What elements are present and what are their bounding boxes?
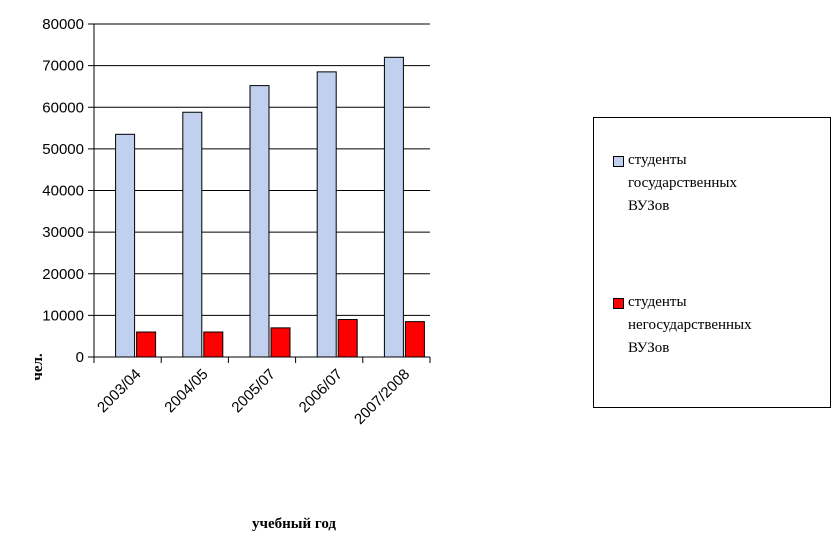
bar-series-1-2 xyxy=(182,111,203,358)
bar-series-2-5 xyxy=(404,321,425,358)
bar-series-2-4 xyxy=(337,319,358,358)
x-tick-label: 2007/2008 xyxy=(351,366,413,428)
y-tick-labels: 0 10000 20000 30000 40000 50000 60000 70000 8000… xyxy=(42,16,84,366)
legend-label-state-line-3: ВУЗов xyxy=(628,198,670,214)
legend-label-private-line-1: студенты xyxy=(628,294,687,310)
bar-series-2-2 xyxy=(203,331,224,358)
y-tick-label: 20000 xyxy=(42,266,84,283)
bar-series-2-3 xyxy=(270,327,291,358)
legend-label-state-line-1: студенты xyxy=(628,152,687,168)
x-tick-label: 2004/05 xyxy=(161,366,211,416)
legend-swatch-state xyxy=(613,156,624,167)
x-axis-title: учебный год xyxy=(252,516,336,532)
legend-swatch-private xyxy=(613,298,624,309)
bars xyxy=(115,56,425,358)
bar-series-1-5 xyxy=(383,56,404,358)
legend-label-private-line-2: негосударственных xyxy=(628,317,752,333)
x-tick-label: 2005/07 xyxy=(228,366,278,416)
y-tick-label: 60000 xyxy=(42,99,84,116)
legend-label-private: студенты негосударственных ВУЗов xyxy=(628,291,752,360)
y-tick-label: 50000 xyxy=(42,141,84,158)
bar-series-1-1 xyxy=(115,133,136,358)
x-tick-label: 2006/07 xyxy=(296,366,346,416)
bar-series-1-4 xyxy=(316,71,337,358)
y-tick-label: 10000 xyxy=(42,307,84,324)
y-tick-label: 80000 xyxy=(42,16,84,33)
legend-label-state-line-2: государственных xyxy=(628,175,737,191)
legend-item-state-universities: студенты государственных ВУЗов xyxy=(613,149,828,218)
y-tick-label: 40000 xyxy=(42,183,84,200)
legend-label-state: студенты государственных ВУЗов xyxy=(628,149,737,218)
legend-label-private-line-3: ВУЗов xyxy=(628,340,670,356)
x-tick-labels: 2003/04 2004/05 2005/07 2006/07 2007/2008 xyxy=(94,366,413,428)
legend: студенты государственных ВУЗов студенты … xyxy=(593,117,831,408)
x-tick-label: 2003/04 xyxy=(94,366,144,416)
y-axis-title: чел. xyxy=(30,353,46,381)
axes xyxy=(88,23,431,363)
bar-series-2-1 xyxy=(136,331,157,358)
bar-series-1-3 xyxy=(249,85,270,358)
legend-item-private-universities: студенты негосударственных ВУЗов xyxy=(613,291,828,360)
y-tick-label: 70000 xyxy=(42,58,84,75)
y-tick-label: 30000 xyxy=(42,224,84,241)
y-tick-label: 0 xyxy=(76,349,84,366)
